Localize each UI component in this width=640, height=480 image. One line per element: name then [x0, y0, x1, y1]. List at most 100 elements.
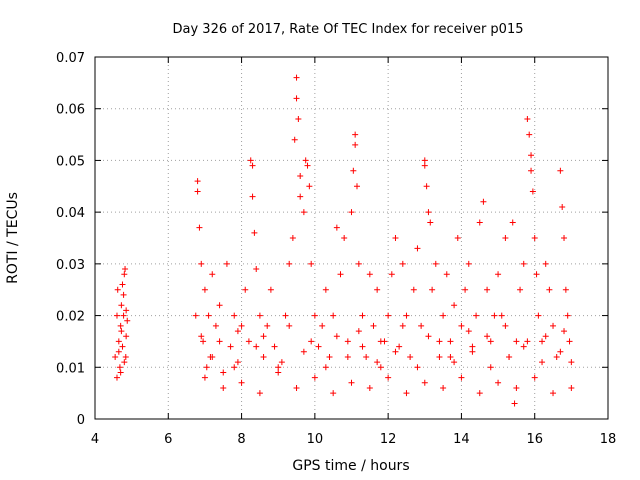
data-point	[458, 322, 465, 329]
data-point	[542, 260, 549, 267]
data-point	[256, 390, 263, 397]
data-point	[119, 281, 126, 288]
data-point	[251, 229, 258, 236]
data-point	[245, 338, 252, 345]
data-point	[249, 162, 256, 169]
data-point	[260, 333, 267, 340]
data-point	[201, 286, 208, 293]
data-point	[487, 338, 494, 345]
data-point	[546, 286, 553, 293]
data-point	[293, 74, 300, 81]
y-tick-label: 0.04	[56, 206, 85, 221]
data-point	[117, 322, 124, 329]
data-point	[385, 312, 392, 319]
data-point	[333, 224, 340, 231]
data-point	[120, 291, 127, 298]
data-point	[557, 167, 564, 174]
data-point	[293, 95, 300, 102]
x-tick-label: 4	[91, 432, 99, 447]
data-point	[528, 152, 535, 159]
data-point	[304, 162, 311, 169]
data-point	[330, 390, 337, 397]
data-points	[112, 74, 575, 407]
data-point	[484, 333, 491, 340]
data-point	[502, 235, 509, 241]
data-point	[524, 338, 531, 345]
data-point	[539, 359, 546, 366]
data-point	[282, 312, 289, 319]
data-point	[535, 312, 542, 319]
data-point	[421, 379, 428, 386]
data-point	[231, 312, 238, 319]
data-point	[465, 260, 472, 267]
data-point	[350, 167, 357, 174]
data-point	[198, 333, 205, 340]
data-point	[344, 338, 351, 345]
x-tick-label: 10	[307, 432, 324, 447]
data-point	[297, 172, 304, 179]
x-tick-label: 16	[526, 432, 543, 447]
y-tick-label: 0.02	[56, 310, 85, 325]
y-axis-label: ROTI / TECUs	[5, 192, 21, 284]
data-point	[432, 260, 439, 267]
data-point	[557, 348, 564, 355]
data-point	[322, 364, 329, 371]
data-point	[374, 359, 381, 366]
data-point	[348, 379, 355, 386]
data-point	[491, 312, 498, 319]
data-point	[377, 338, 384, 345]
chart-title: Day 326 of 2017, Rate Of TEC Index for r…	[173, 22, 524, 37]
data-point	[297, 193, 304, 200]
data-point	[112, 353, 119, 360]
data-point	[520, 260, 527, 267]
data-point	[278, 359, 285, 366]
data-point	[366, 384, 373, 391]
data-point	[194, 188, 201, 195]
data-point	[300, 209, 307, 216]
data-point	[462, 286, 469, 293]
data-point	[550, 390, 557, 397]
data-point	[275, 369, 282, 376]
data-point	[249, 193, 256, 200]
data-point	[311, 374, 318, 381]
data-point	[275, 364, 282, 371]
data-point	[116, 364, 123, 371]
x-axis-label: GPS time / hours	[292, 458, 409, 474]
data-point	[414, 245, 421, 252]
data-point	[359, 343, 366, 350]
data-point	[513, 384, 520, 391]
data-point	[355, 260, 362, 267]
data-point	[484, 286, 491, 293]
data-point	[194, 178, 201, 185]
data-point	[234, 328, 241, 335]
data-point	[293, 384, 300, 391]
data-point	[533, 271, 540, 278]
data-point	[524, 116, 531, 123]
data-point	[359, 312, 366, 319]
data-point	[385, 374, 392, 381]
data-point	[553, 353, 560, 360]
data-point	[122, 353, 129, 360]
x-tick-label: 18	[600, 432, 617, 447]
data-point	[451, 302, 458, 309]
data-point	[436, 353, 443, 360]
data-point	[220, 384, 227, 391]
data-point	[253, 343, 260, 350]
data-point	[568, 359, 575, 366]
data-point	[469, 348, 476, 355]
data-point	[511, 400, 518, 407]
data-point	[495, 271, 502, 278]
data-point	[200, 338, 207, 345]
data-point	[561, 235, 568, 241]
data-point	[388, 271, 395, 278]
data-point	[509, 219, 516, 226]
data-point	[238, 322, 245, 329]
data-point	[352, 131, 359, 138]
data-point	[203, 364, 210, 371]
data-point	[443, 271, 450, 278]
data-point	[403, 390, 410, 397]
data-point	[118, 328, 125, 335]
data-point	[377, 364, 384, 371]
data-point	[355, 328, 362, 335]
